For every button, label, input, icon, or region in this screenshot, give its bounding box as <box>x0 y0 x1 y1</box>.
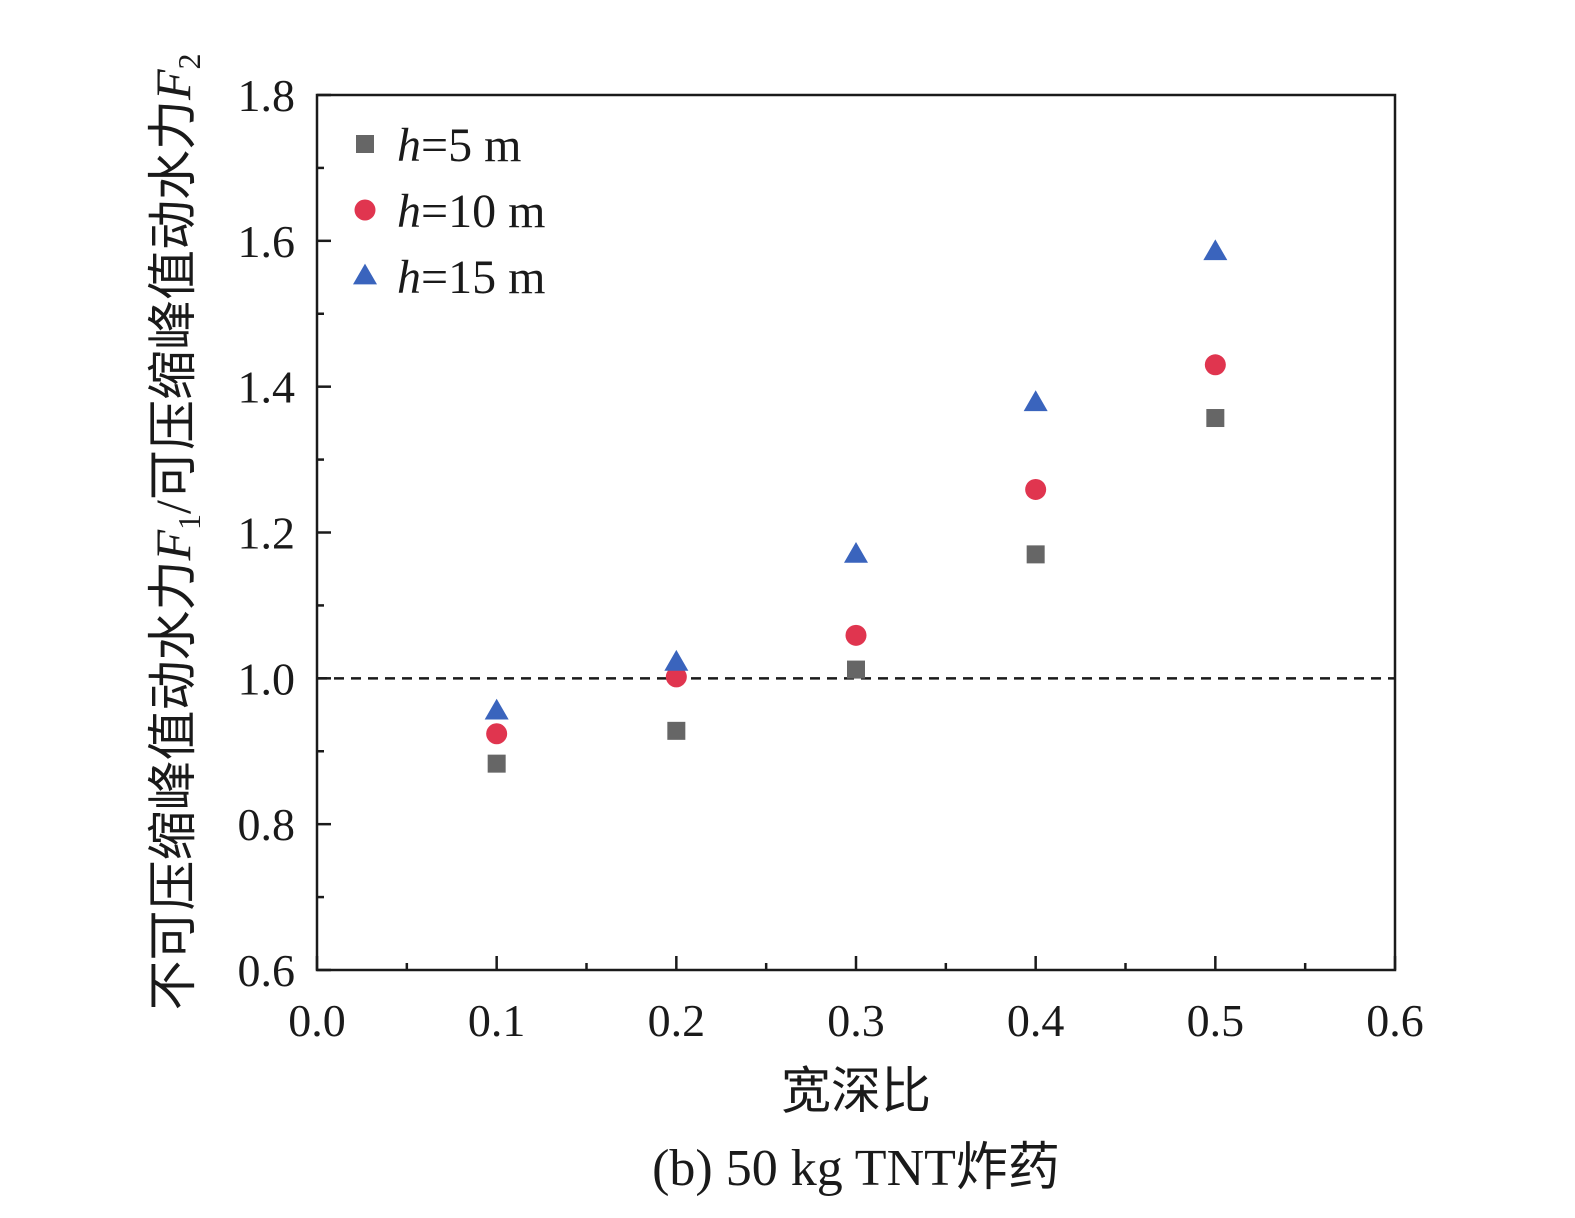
y-tick-label: 1.0 <box>238 653 296 704</box>
x-tick-label: 0.3 <box>827 995 885 1046</box>
legend-label-rest: =5 m <box>421 119 521 172</box>
y-axis-title: 不可压缩峰值动水力F1/可压缩峰值动水力F2 <box>145 54 207 1011</box>
legend-marker-triangle <box>353 263 377 285</box>
y-tick-label: 1.6 <box>238 216 296 267</box>
x-axis-title: 宽深比 <box>781 1063 931 1119</box>
legend-label: h=10 m <box>397 185 545 238</box>
data-point-triangle <box>484 698 509 720</box>
legend-label-italic: h <box>397 119 421 172</box>
data-point-triangle <box>844 541 868 563</box>
legend-label-rest: =10 m <box>421 185 545 238</box>
legend-label: h=5 m <box>397 119 521 172</box>
legend-label-rest: =15 m <box>421 251 545 304</box>
x-tick-label: 0.5 <box>1187 995 1245 1046</box>
data-point-triangle <box>1203 239 1228 261</box>
legend-label-italic: h <box>397 185 421 238</box>
x-tick-label: 0.2 <box>648 995 706 1046</box>
data-point-circle <box>486 723 508 745</box>
tick-labels: 0.0 0.1 0.2 0.3 0.4 0.5 0.6 0.6 0.8 1.0 1.2 1.4 1.6 1… <box>238 70 1424 1046</box>
legend-label: h=15 m <box>397 251 545 304</box>
y-axis-title-f1-sub: 1 <box>171 514 207 530</box>
y-axis-title-f1: F <box>145 530 201 562</box>
figure-caption: (b) 50 kg TNT炸药 <box>652 1140 1060 1197</box>
y-axis-title-f2-sub: 2 <box>171 54 207 70</box>
data-markers <box>484 239 1228 773</box>
data-point-triangle <box>664 649 689 671</box>
data-point-circle <box>1204 354 1226 376</box>
y-tick-label: 0.6 <box>238 945 296 996</box>
y-tick-label: 1.8 <box>238 70 296 121</box>
legend: h=5 mh=10 mh=15 m <box>353 119 545 304</box>
x-tick-label: 0.6 <box>1366 995 1424 1046</box>
y-axis-title-mid: /可压缩峰值动水力 <box>145 100 201 514</box>
x-tick-label: 0.1 <box>468 995 526 1046</box>
data-point-circle <box>1025 478 1047 500</box>
data-point-square <box>487 754 506 773</box>
x-tick-label: 0.4 <box>1007 995 1065 1046</box>
data-point-square <box>1026 545 1045 564</box>
y-axis-title-prefix: 不可压缩峰值动水力 <box>145 561 201 1011</box>
legend-marker-square <box>356 135 374 153</box>
data-point-square <box>847 660 865 679</box>
y-tick-label: 0.8 <box>238 799 296 850</box>
data-point-square <box>1206 409 1225 428</box>
axis-ticks <box>315 93 1397 972</box>
data-point-triangle <box>1023 390 1048 412</box>
data-point-square <box>667 721 686 740</box>
legend-marker-circle <box>354 199 376 221</box>
data-point-circle <box>845 624 867 646</box>
y-axis-title-f2: F <box>145 69 201 101</box>
y-tick-label: 1.4 <box>238 362 296 413</box>
data-point-circle <box>665 666 687 688</box>
legend-label-italic: h <box>397 251 421 304</box>
y-tick-label: 1.2 <box>238 508 296 559</box>
x-tick-label: 0.0 <box>288 995 346 1046</box>
